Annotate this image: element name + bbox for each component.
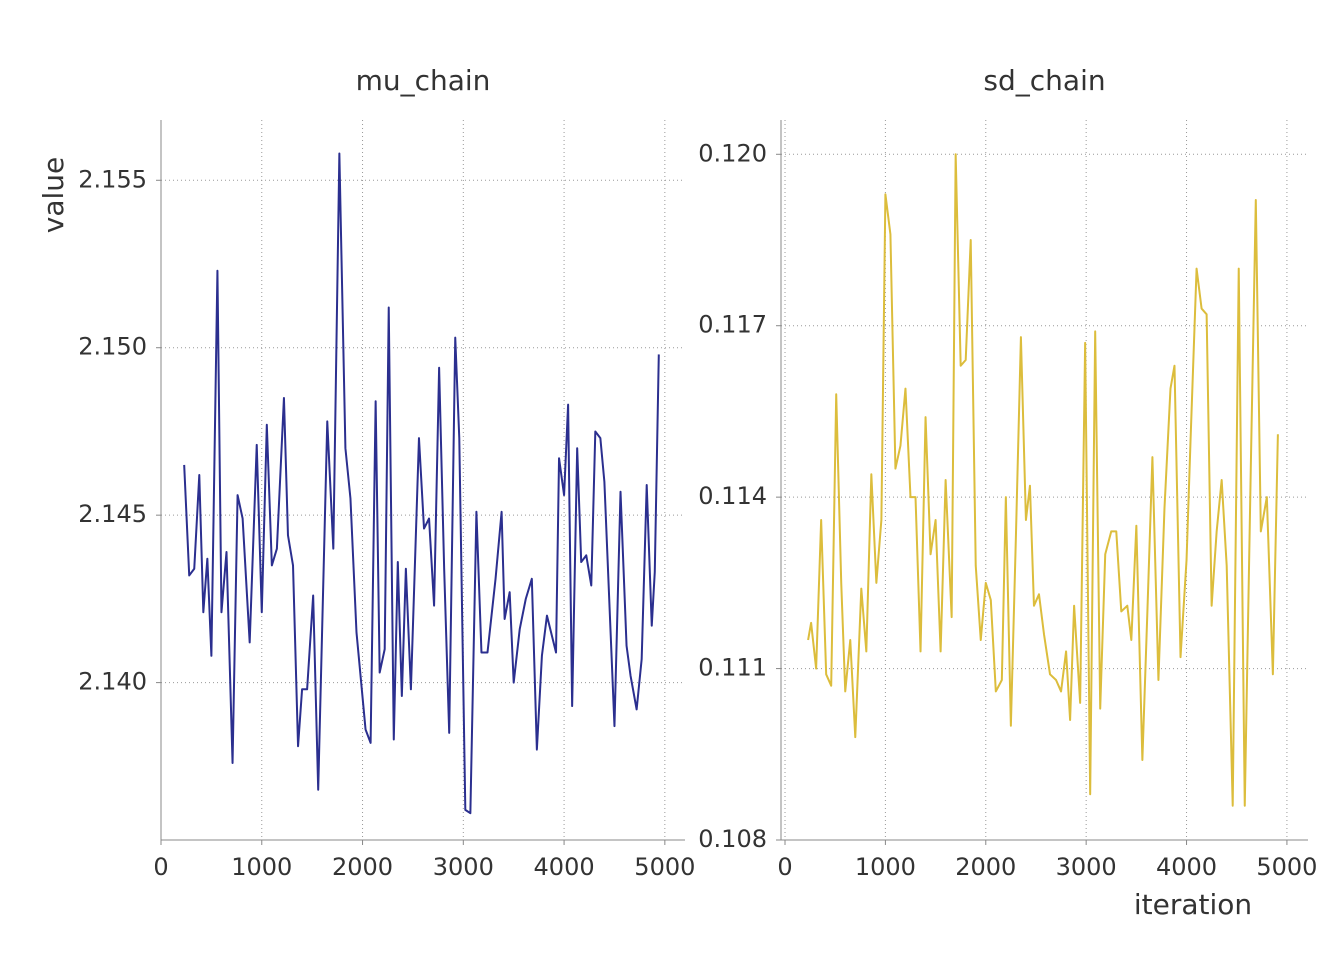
- y-tick-label: 0.111: [698, 654, 767, 682]
- x-tick-label: 1000: [855, 853, 916, 881]
- y-tick-label: 2.155: [78, 165, 147, 193]
- x-tick-label: 4000: [534, 853, 595, 881]
- x-tick-label: 0: [153, 853, 168, 881]
- x-tick-label: 2000: [332, 853, 393, 881]
- x-tick-label: 3000: [1056, 853, 1117, 881]
- y-axis-label: value: [37, 157, 70, 233]
- x-tick-label: 4000: [1156, 853, 1217, 881]
- x-tick-label: 5000: [1256, 853, 1317, 881]
- panel-title: mu_chain: [356, 64, 491, 97]
- y-tick-label: 2.150: [78, 333, 147, 361]
- y-tick-label: 2.145: [78, 500, 147, 528]
- y-tick-label: 0.117: [698, 311, 767, 339]
- x-tick-label: 3000: [433, 853, 494, 881]
- x-tick-label: 5000: [634, 853, 695, 881]
- x-tick-label: 2000: [955, 853, 1016, 881]
- y-tick-label: 0.108: [698, 825, 767, 853]
- trace-line: [183, 152, 660, 815]
- x-tick-label: 0: [777, 853, 792, 881]
- x-tick-label: 1000: [231, 853, 292, 881]
- trace-line: [807, 153, 1279, 807]
- y-tick-label: 0.120: [698, 139, 767, 167]
- y-tick-label: 0.114: [698, 482, 767, 510]
- panel-title: sd_chain: [983, 64, 1105, 97]
- y-tick-label: 2.140: [78, 668, 147, 696]
- x-axis-label: iteration: [1134, 888, 1252, 921]
